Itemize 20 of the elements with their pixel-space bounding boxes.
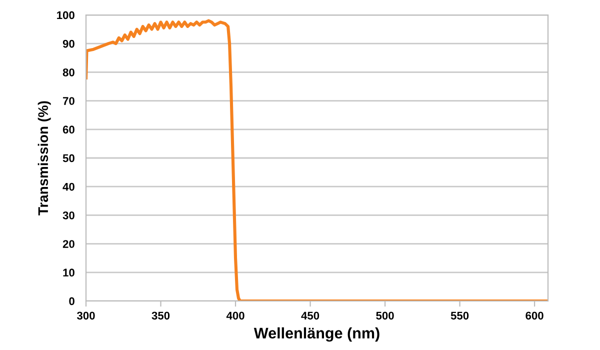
x-tick-label: 450 xyxy=(301,312,320,320)
y-tick-label: 80 xyxy=(62,68,74,76)
x-tick-label: 400 xyxy=(226,312,244,320)
x-axis-title: Wellenlänge (nm) xyxy=(254,327,380,342)
x-tick-label: 300 xyxy=(76,312,95,320)
y-tick-label: 70 xyxy=(63,97,74,105)
x-tick-label: 550 xyxy=(450,312,469,320)
y-tick-label: 0 xyxy=(69,297,74,306)
y-tick-label: 50 xyxy=(62,154,74,162)
y-tick-label: 10 xyxy=(63,268,74,277)
y-tick-label: 20 xyxy=(62,240,74,248)
y-tick-label: 100 xyxy=(57,11,74,20)
y-tick-label: 30 xyxy=(62,211,74,220)
x-tick-label: 600 xyxy=(526,312,544,320)
y-tick-label: 60 xyxy=(62,126,74,134)
y-tick-label: 90 xyxy=(62,40,74,48)
x-tick-label: 500 xyxy=(376,312,394,320)
x-tick-label: 350 xyxy=(152,312,170,320)
y-tick-label: 40 xyxy=(62,182,74,191)
y-axis-title: Transmission (%) xyxy=(38,101,51,216)
